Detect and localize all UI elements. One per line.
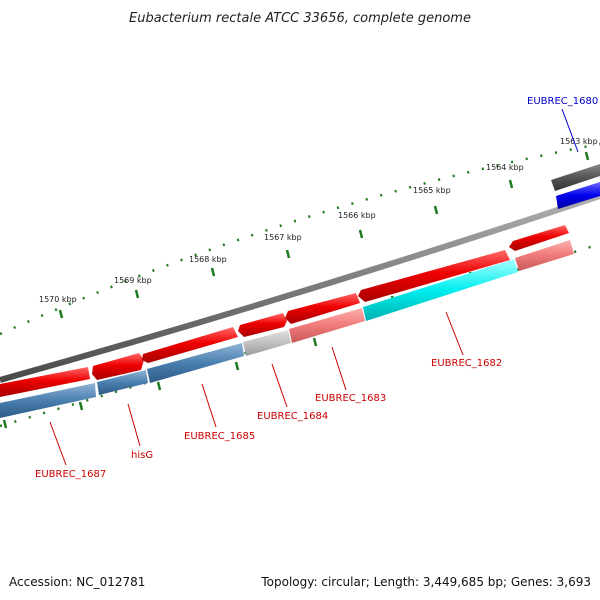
gene-arrow (243, 330, 291, 356)
major-tick (358, 229, 364, 239)
gene-arrow (509, 225, 569, 251)
major-tick (312, 337, 318, 347)
major-tick (210, 267, 216, 277)
tick-label: 1563 kbp (560, 137, 598, 146)
gene-arrow (285, 293, 360, 324)
major-tick (58, 309, 64, 319)
gene-label[interactable]: EUBREC_1682 (431, 358, 502, 369)
gene-arrow (147, 343, 244, 383)
gene-arrow (363, 259, 518, 321)
leader-line (49, 421, 67, 466)
tick-label: 1567 kbp (264, 233, 302, 242)
gene-label[interactable]: EUBREC_1680 (527, 96, 598, 107)
gene-feature-blue (556, 182, 600, 209)
leader-line (201, 383, 217, 428)
major-tick (508, 179, 514, 189)
major-ticks-outer (58, 151, 590, 319)
major-tick (584, 151, 590, 161)
major-tick (234, 361, 240, 371)
gene-label[interactable]: EUBREC_1683 (315, 393, 386, 404)
gene-feature-dark (551, 164, 600, 191)
gene-arrow (97, 370, 148, 395)
gene-arrow (92, 353, 144, 380)
gene-label[interactable]: EUBREC_1684 (257, 411, 328, 422)
genome-summary-text: Topology: circular; Length: 3,449,685 bp… (260, 575, 591, 589)
gene-arrow (358, 250, 510, 302)
leader-line (331, 346, 347, 391)
leader-line (271, 363, 288, 408)
gene-label[interactable]: EUBREC_1687 (35, 469, 106, 480)
gene-label[interactable]: EUBREC_1685 (184, 431, 255, 442)
tick-label: 1570 kbp (39, 295, 77, 304)
tick-label: 1569 kbp (114, 276, 152, 285)
tick-label: 1566 kbp (338, 211, 376, 220)
gene-arrow (289, 308, 365, 343)
accession-text: Accession: NC_012781 (9, 575, 145, 589)
gene-arrow (0, 383, 96, 418)
major-tick (2, 419, 8, 429)
leader-line (561, 108, 579, 153)
tick-label: 1564 kbp (486, 163, 524, 172)
gene-label[interactable]: hisG (131, 450, 153, 461)
leader-line (445, 311, 464, 356)
tick-label: 1565 kbp (413, 186, 451, 195)
tick-ring-outer (0, 142, 600, 336)
major-tick (285, 249, 291, 259)
gene-arrow (0, 367, 90, 397)
genome-backbone (0, 193, 600, 383)
gene-arrow (515, 240, 574, 271)
major-tick (78, 401, 84, 411)
leader-line (127, 403, 141, 447)
tick-label: 1568 kbp (189, 255, 227, 264)
major-tick (134, 289, 140, 299)
gene-arrow (238, 313, 287, 337)
major-tick (433, 205, 439, 215)
gene-arrow (142, 327, 238, 363)
map-title: Eubacterium rectale ATCC 33656, complete… (129, 11, 471, 26)
major-tick (156, 381, 162, 391)
